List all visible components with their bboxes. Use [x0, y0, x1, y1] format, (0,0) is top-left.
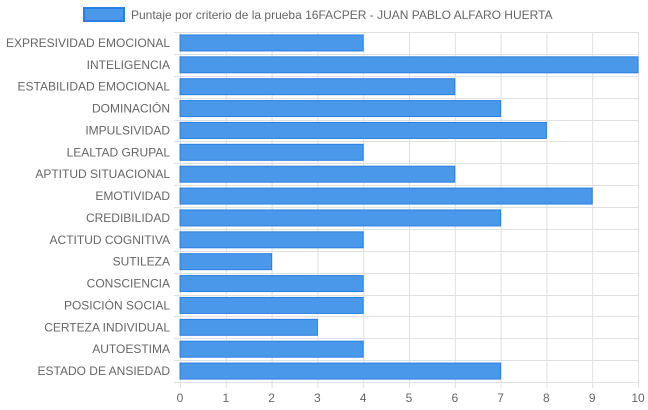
- x-tick-label: 0: [177, 391, 184, 405]
- bar[interactable]: [179, 143, 364, 161]
- category-label: CREDIBILIDAD: [86, 211, 170, 225]
- bar[interactable]: [179, 56, 639, 74]
- category-label: APTITUD SITUACIONAL: [35, 167, 170, 181]
- category-label: EXPRESIVIDAD EMOCIONAL: [6, 36, 170, 50]
- category-label: SUTILEZA: [113, 255, 170, 269]
- bar[interactable]: [179, 78, 456, 96]
- x-tick-label: 10: [631, 391, 645, 405]
- category-label: ESTADO DE ANSIEDAD: [38, 364, 171, 378]
- x-tick-label: 8: [543, 391, 550, 405]
- category-label: CONSCIENCIA: [87, 277, 170, 291]
- category-label: LEALTAD GRUPAL: [67, 145, 171, 159]
- category-label: DOMINACIÓN: [92, 101, 170, 116]
- bar[interactable]: [179, 100, 502, 118]
- bar[interactable]: [179, 231, 364, 249]
- category-labels: EXPRESIVIDAD EMOCIONAL INTELIGENCIA ESTABI…: [6, 36, 170, 378]
- bar[interactable]: [179, 296, 364, 314]
- x-axis-tick-labels: 0 1 2 3 4 5 6 7 8 9 10: [177, 391, 645, 405]
- category-label: EMOTIVIDAD: [95, 189, 170, 203]
- bar[interactable]: [179, 275, 364, 293]
- bars: [179, 34, 639, 380]
- bar[interactable]: [179, 34, 364, 52]
- bar[interactable]: [179, 209, 502, 227]
- bar[interactable]: [179, 340, 364, 358]
- bar[interactable]: [179, 121, 547, 139]
- category-label: IMPULSIVIDAD: [85, 123, 170, 137]
- x-tick-label: 6: [451, 391, 458, 405]
- legend[interactable]: Puntaje por criterio de la prueba 16FACP…: [83, 7, 553, 22]
- category-label: POSICIÓN SOCIAL: [64, 297, 170, 312]
- legend-label: Puntaje por criterio de la prueba 16FACP…: [131, 8, 553, 22]
- bar[interactable]: [179, 165, 456, 183]
- category-label: ACTITUD COGNITIVA: [50, 233, 170, 247]
- bar[interactable]: [179, 362, 502, 380]
- x-tick-label: 4: [360, 391, 367, 405]
- category-label: AUTOESTIMA: [92, 342, 170, 356]
- x-tick-label: 7: [497, 391, 504, 405]
- bar[interactable]: [179, 318, 318, 336]
- category-label: ESTABILIDAD EMOCIONAL: [18, 80, 171, 94]
- category-label: CERTEZA INDIVIDUAL: [44, 320, 170, 334]
- x-tick-label: 1: [222, 391, 229, 405]
- category-label: INTELIGENCIA: [87, 58, 170, 72]
- x-tick-label: 9: [589, 391, 596, 405]
- bar[interactable]: [179, 187, 593, 205]
- x-tick-label: 5: [406, 391, 413, 405]
- bar[interactable]: [179, 253, 273, 271]
- legend-swatch: [83, 7, 125, 22]
- x-tick-label: 3: [314, 391, 321, 405]
- x-tick-label: 2: [268, 391, 275, 405]
